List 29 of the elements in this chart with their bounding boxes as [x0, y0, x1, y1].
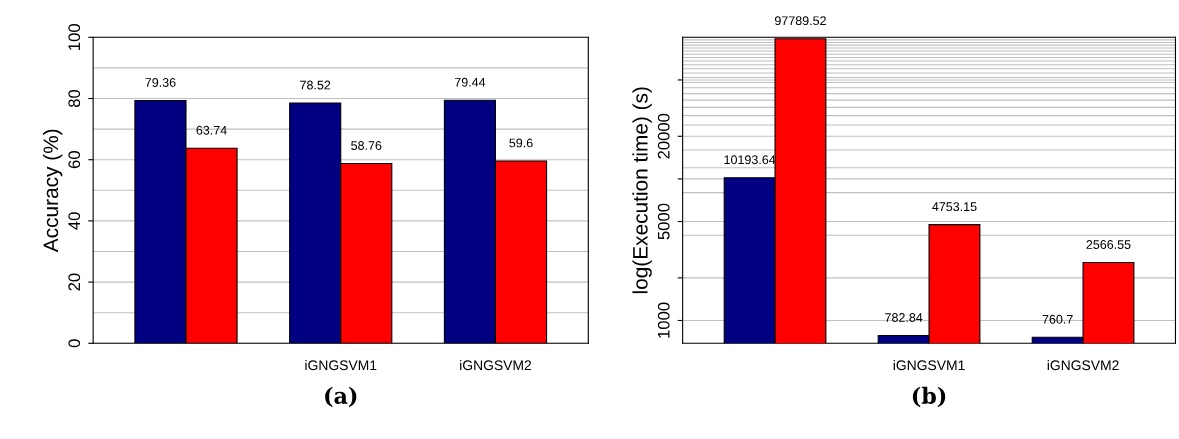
- data-label: 59.6: [509, 138, 533, 148]
- x-axis-title: (b): [912, 386, 946, 408]
- y-tick-label: 0: [68, 339, 81, 348]
- x-axis-title: (a): [325, 386, 357, 408]
- data-label: 79.36: [145, 78, 176, 87]
- y-axis-title: log(Execution time) (s): [632, 87, 652, 294]
- y-tick-label: 5000: [657, 203, 670, 240]
- data-label: 2566.55: [1086, 240, 1131, 249]
- data-label: 78.52: [300, 80, 331, 90]
- data-label: 4753.15: [932, 202, 977, 212]
- y-tick-label: 80: [68, 89, 81, 108]
- data-label: 97789.52: [774, 16, 826, 26]
- x-tick-label: iGNGSVM1: [893, 359, 965, 371]
- y-tick-label: 20: [68, 273, 81, 291]
- data-label: 10193.64: [724, 155, 776, 165]
- x-tick-label: iGNGSVM1: [305, 359, 377, 371]
- y-axis-title: Accuracy (%): [42, 129, 63, 253]
- data-label: 760.7: [1042, 314, 1073, 324]
- y-tick-label: 1000: [657, 302, 670, 338]
- data-label: 58.76: [351, 141, 382, 150]
- y-tick-label: 100: [68, 24, 81, 50]
- data-label: 782.84: [885, 313, 923, 322]
- x-tick-label: iGNGSVM2: [1047, 359, 1119, 371]
- x-tick-label: iGNGSVM2: [460, 359, 532, 371]
- data-label: 63.74: [196, 125, 227, 135]
- y-tick-label: 20000: [657, 113, 670, 159]
- y-tick-label: 40: [68, 212, 81, 230]
- y-tick-label: 60: [68, 151, 81, 169]
- data-label: 79.44: [454, 77, 486, 87]
